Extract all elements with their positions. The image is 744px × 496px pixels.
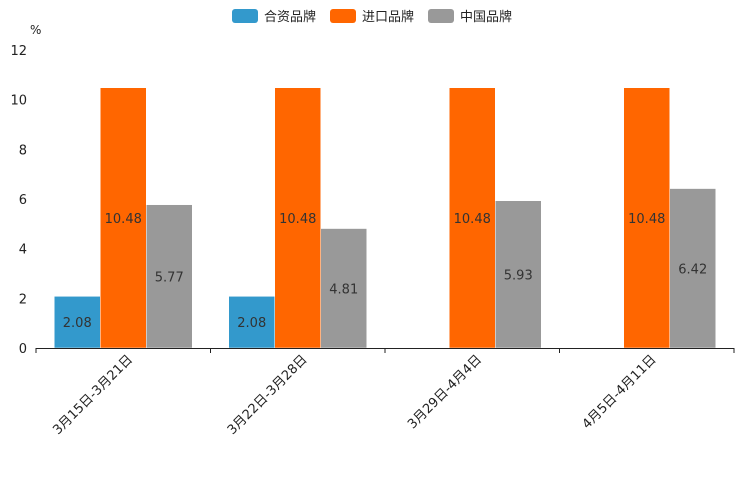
x-tick-label: 3月15日-3月21日 bbox=[50, 352, 136, 438]
data-label: 6.42 bbox=[678, 262, 707, 277]
bar bbox=[228, 296, 275, 349]
y-tick-label: 10 bbox=[10, 94, 27, 109]
legend-label: 合资品牌 bbox=[264, 9, 316, 25]
bar bbox=[669, 188, 716, 349]
data-label: 2.08 bbox=[63, 316, 92, 331]
data-label: 2.08 bbox=[237, 316, 266, 331]
bar bbox=[623, 87, 670, 349]
y-tick-label: 6 bbox=[19, 193, 27, 208]
x-tick-label: 3月29日-4月4日 bbox=[405, 352, 485, 432]
y-tick-label: 4 bbox=[19, 243, 27, 258]
y-tick-label: 12 bbox=[10, 44, 27, 59]
x-tick-label: 4月5日-4月11日 bbox=[580, 352, 660, 432]
legend: 合资品牌 进口品牌 中国品牌 bbox=[232, 9, 512, 25]
bar bbox=[54, 296, 101, 349]
x-axis: 3月15日-3月21日 3月22日-3月28日 3月29日-4月4日 4月5日-4月1… bbox=[35, 348, 735, 438]
legend-label: 中国品牌 bbox=[460, 9, 512, 25]
bar bbox=[320, 228, 367, 349]
y-axis: 0 2 4 6 8 10 12 bbox=[10, 44, 27, 357]
bar bbox=[100, 87, 147, 349]
data-label: 10.48 bbox=[105, 212, 142, 227]
data-labels: 2.08 2.08 10.48 10.48 10.48 10.48 5.77 4.81 5.93… bbox=[63, 212, 707, 331]
x-tick-label: 3月22日-3月28日 bbox=[225, 352, 311, 438]
legend-swatch bbox=[428, 9, 454, 23]
y-tick-label: 8 bbox=[19, 143, 27, 158]
bar bbox=[449, 87, 496, 349]
bar bbox=[274, 87, 321, 349]
y-tick-label: 0 bbox=[19, 342, 27, 357]
y-axis-unit-label: % bbox=[30, 23, 41, 37]
legend-label: 进口品牌 bbox=[362, 9, 414, 25]
data-label: 10.48 bbox=[454, 212, 491, 227]
data-label: 10.48 bbox=[628, 212, 665, 227]
data-label: 5.77 bbox=[155, 270, 184, 285]
bars bbox=[54, 87, 716, 349]
legend-swatch bbox=[232, 9, 258, 23]
legend-swatch bbox=[330, 9, 356, 23]
data-label: 10.48 bbox=[279, 212, 316, 227]
data-label: 4.81 bbox=[329, 282, 358, 297]
data-label: 5.93 bbox=[504, 268, 533, 283]
y-tick-label: 2 bbox=[19, 292, 27, 307]
